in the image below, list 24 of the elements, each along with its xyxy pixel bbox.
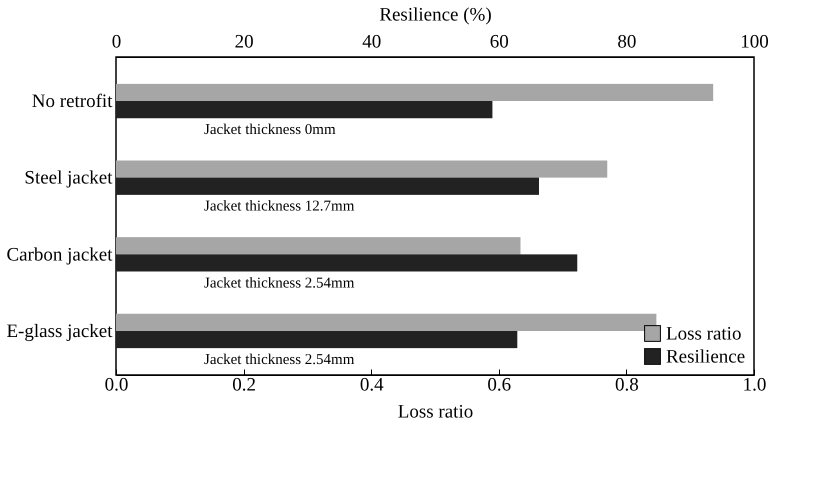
x2-tick-label: 0 (112, 32, 122, 52)
legend-label: Resilience (666, 346, 746, 368)
annotation: Jacket thickness 2.54mm (204, 352, 355, 368)
x-tick-label: 0.4 (360, 374, 384, 396)
x2-tick-label: 60 (490, 32, 509, 52)
x2-tick-label: 20 (234, 32, 254, 52)
y-tick-label: E-glass jacket (6, 320, 114, 342)
annotation: Jacket thickness 12.7mm (204, 198, 355, 215)
x-tick-label: 0.8 (615, 374, 639, 396)
y-tick-label: Carbon jacket (6, 244, 114, 266)
x-tick-label: 0.6 (487, 374, 512, 396)
legend-label: Loss ratio (666, 324, 742, 344)
y-tick-label: No retrofit (32, 91, 114, 112)
annotation: Jacket thickness 2.54mm (204, 275, 355, 292)
x-tick-label: 0.2 (232, 374, 256, 396)
x-tick-label: 0.0 (104, 374, 128, 396)
x-tick-label: 1.0 (742, 374, 766, 396)
x-axis-title: Loss ratio (398, 402, 474, 422)
annotation: Jacket thickness 0mm (204, 122, 336, 138)
x2-tick-label: 80 (617, 32, 636, 52)
x2-tick-label: 40 (362, 32, 382, 52)
x2-tick-label: 100 (740, 32, 769, 52)
x2-axis-title: Resilience (%) (379, 4, 492, 26)
y-tick-label: Steel jacket (24, 168, 114, 189)
